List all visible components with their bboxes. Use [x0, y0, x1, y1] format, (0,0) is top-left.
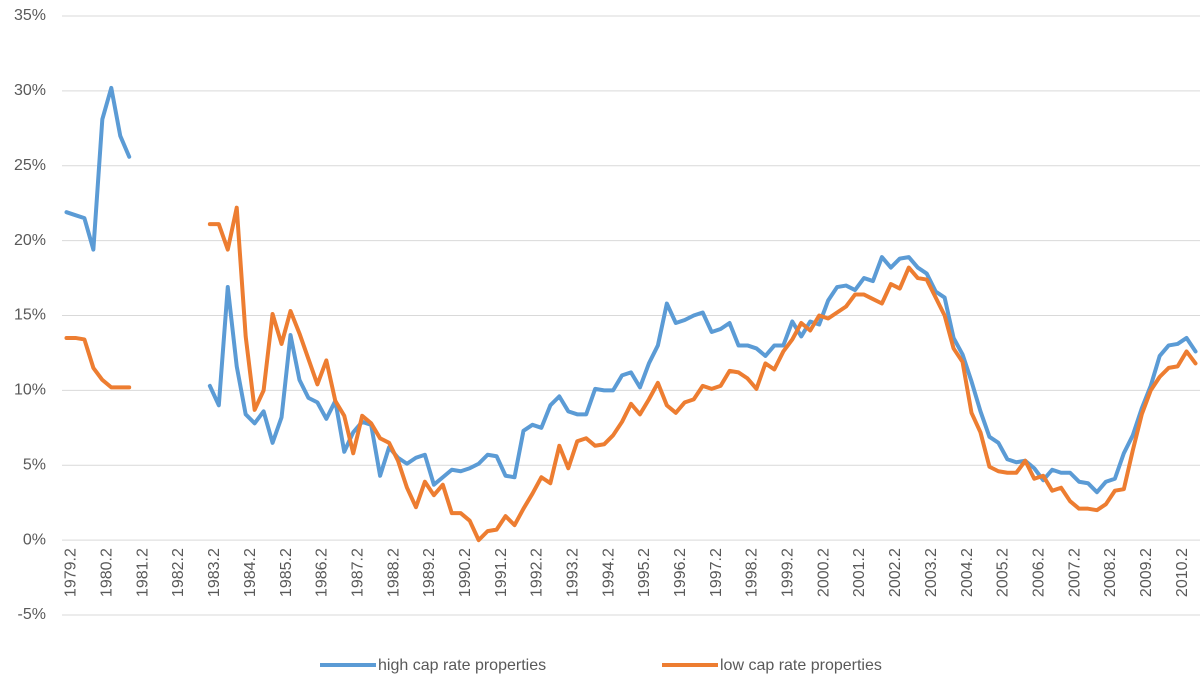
x-tick-label: 1984.2 [242, 548, 259, 597]
x-tick-label: 1980.2 [99, 548, 116, 597]
x-tick-label: 2003.2 [923, 548, 940, 597]
x-tick-label: 2001.2 [851, 548, 868, 597]
y-tick-label: 10% [14, 382, 46, 399]
x-tick-label: 1998.2 [744, 548, 761, 597]
y-tick-label: 20% [14, 232, 46, 249]
y-tick-label: -5% [18, 606, 46, 623]
x-tick-label: 1994.2 [600, 548, 617, 597]
x-tick-label: 1993.2 [564, 548, 581, 597]
x-tick-label: 2009.2 [1138, 548, 1155, 597]
x-tick-label: 2005.2 [995, 548, 1012, 597]
x-tick-label: 2008.2 [1102, 548, 1119, 597]
x-tick-label: 1997.2 [708, 548, 725, 597]
y-tick-label: 35% [14, 7, 46, 24]
y-tick-label: 0% [23, 531, 46, 548]
x-tick-label: 2007.2 [1066, 548, 1083, 597]
x-tick-label: 1979.2 [63, 548, 80, 597]
y-tick-label: 25% [14, 157, 46, 174]
x-tick-label: 1986.2 [314, 548, 331, 597]
series-line [64, 205, 1198, 543]
x-tick-label: 2004.2 [959, 548, 976, 597]
x-tick-label: 1989.2 [421, 548, 438, 597]
x-tick-label: 1996.2 [672, 548, 689, 597]
x-tick-label: 1987.2 [349, 548, 366, 597]
x-tick-label: 2002.2 [887, 548, 904, 597]
x-tick-label: 2010.2 [1174, 548, 1191, 597]
x-tick-label: 1988.2 [385, 548, 402, 597]
legend-label: low cap rate properties [720, 657, 882, 674]
y-tick-label: 15% [14, 307, 46, 324]
x-tick-label: 1983.2 [206, 548, 223, 597]
x-tick-label: 1985.2 [278, 548, 295, 597]
x-tick-label: 1999.2 [780, 548, 797, 597]
x-tick-label: 2006.2 [1030, 548, 1047, 597]
x-tick-label: 1990.2 [457, 548, 474, 597]
y-tick-label: 5% [23, 456, 46, 473]
x-tick-label: 2000.2 [815, 548, 832, 597]
x-tick-label: 1995.2 [636, 548, 653, 597]
series-line [64, 85, 1198, 495]
x-tick-label: 1991.2 [493, 548, 510, 597]
x-tick-label: 1992.2 [529, 548, 546, 597]
x-tick-label: 1982.2 [170, 548, 187, 597]
y-tick-label: 30% [14, 82, 46, 99]
legend-label: high cap rate properties [378, 657, 546, 674]
x-tick-label: 1981.2 [134, 548, 151, 597]
